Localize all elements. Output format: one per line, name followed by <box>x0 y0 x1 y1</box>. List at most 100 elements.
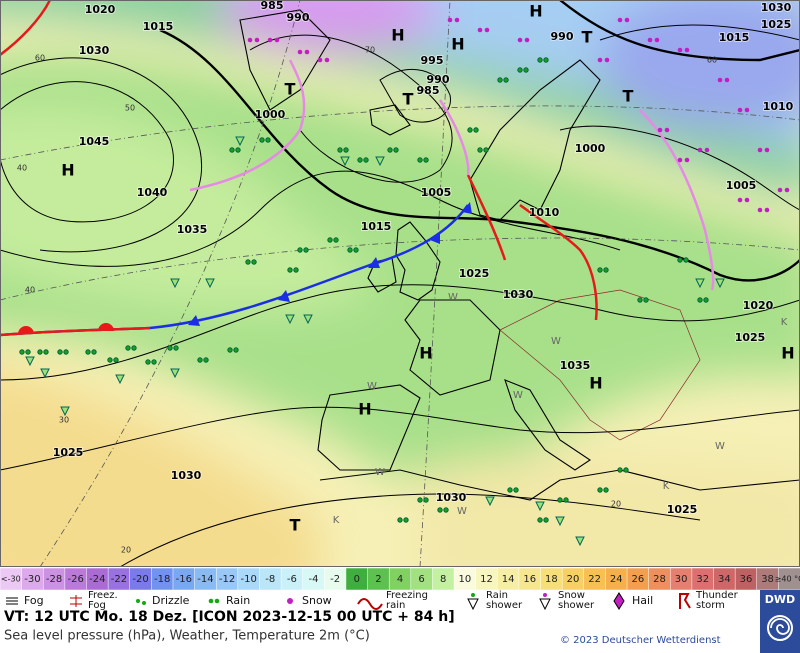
pressure-label: 1000 <box>575 142 606 155</box>
isotherm-label: 50 <box>125 104 135 113</box>
rain-dot <box>265 137 271 143</box>
rain-dot <box>203 357 209 363</box>
legend-label: Hail <box>632 594 653 607</box>
rain-dot <box>259 137 265 143</box>
scale-label: 30 <box>675 574 688 585</box>
rain-dot <box>37 349 43 355</box>
rain-dot <box>703 297 709 303</box>
rain-dot <box>353 247 359 253</box>
pressure-center: H <box>589 374 602 393</box>
snow <box>447 17 453 23</box>
rain-dot <box>497 77 503 83</box>
pressure-label: 990 <box>551 30 574 43</box>
pressure-center: T <box>403 90 414 109</box>
shower <box>170 278 180 289</box>
scale-label: -20 <box>132 574 148 585</box>
pressure-label: 1020 <box>743 299 774 312</box>
scale-label: 6 <box>418 574 424 585</box>
snow <box>484 27 490 33</box>
pressure-label: 1005 <box>726 179 757 192</box>
rain-dot <box>507 487 513 493</box>
icon <box>467 598 479 611</box>
legend-label: Snow <box>302 594 332 607</box>
rain-dot <box>327 237 333 243</box>
graticule <box>0 0 800 567</box>
rain-dot <box>677 257 683 263</box>
rain-dot <box>603 267 609 273</box>
isotherm-label: 70 <box>365 46 375 55</box>
air-mass-label: W <box>367 381 377 392</box>
legend-label: Fog <box>88 600 106 611</box>
air-mass-label: K <box>333 515 340 526</box>
pressure-center: T <box>623 87 634 106</box>
snow <box>717 77 723 83</box>
snow <box>524 37 530 43</box>
scale-label: 26 <box>631 574 644 585</box>
snow <box>297 49 303 55</box>
pressure-label: 1005 <box>421 186 452 199</box>
pressure-center: H <box>419 344 432 363</box>
rain-dot <box>417 157 423 163</box>
rain-dot <box>107 357 113 363</box>
cold-front-symbols <box>188 202 472 326</box>
snow <box>744 197 750 203</box>
scale-label: 32 <box>696 574 709 585</box>
color-scale: <-30 -30 -28 -26 -24 -22 -20 -18 -16 -14 -12 -10 -8-… <box>0 567 800 591</box>
rain-dot <box>357 157 363 163</box>
pressure-label: 1030 <box>436 491 467 504</box>
snow <box>654 37 660 43</box>
legend-bg <box>0 590 760 612</box>
scale-label: 12 <box>480 574 493 585</box>
icon <box>287 598 293 604</box>
pressure-center: T <box>285 80 296 99</box>
scale-label: -4 <box>309 574 319 585</box>
shower <box>40 368 50 379</box>
rain-dot <box>543 57 549 63</box>
shower <box>340 156 350 167</box>
scale-label: ≥40 °C <box>775 575 800 584</box>
shower <box>303 314 313 325</box>
snow <box>697 147 703 153</box>
icon <box>136 599 140 603</box>
pressure-label: 1015 <box>361 220 392 233</box>
rain-dot <box>637 297 643 303</box>
shower <box>235 136 245 147</box>
rain-dot <box>145 359 151 365</box>
map-labels: 1020101598599010309959909859901000104510… <box>17 0 795 555</box>
rain-dot <box>19 349 25 355</box>
icon <box>471 593 475 597</box>
rain-dot <box>643 297 649 303</box>
rain-dot <box>443 507 449 513</box>
logo-text: DWD <box>765 593 795 606</box>
description: Sea level pressure (hPa), Weather, Tempe… <box>4 629 370 644</box>
rain-dot <box>623 467 629 473</box>
pressure-label: 1020 <box>85 3 116 16</box>
shower <box>375 156 385 167</box>
legend-label: Fog <box>24 594 44 607</box>
scale-label: -28 <box>46 574 62 585</box>
snow <box>254 37 260 43</box>
shower <box>170 368 180 379</box>
scale-label: -16 <box>176 574 192 585</box>
pressure-label: 1010 <box>763 100 794 113</box>
rain-dot <box>227 347 233 353</box>
rain-dot <box>697 297 703 303</box>
rain-dot <box>617 467 623 473</box>
scale-label: 8 <box>440 574 446 585</box>
pressure-label: 1025 <box>459 267 490 280</box>
isobars <box>0 24 800 567</box>
legend-label: shower <box>558 600 595 611</box>
icon <box>543 593 547 597</box>
snow <box>737 197 743 203</box>
rain-dot <box>597 487 603 493</box>
rain-dot <box>363 157 369 163</box>
scale-label: <-30 <box>1 575 21 584</box>
snow <box>274 37 280 43</box>
rain-dot <box>297 247 303 253</box>
snow <box>617 17 623 23</box>
snow <box>764 207 770 213</box>
dwd-logo: DWD <box>760 590 800 653</box>
scale-label: -10 <box>240 574 256 585</box>
